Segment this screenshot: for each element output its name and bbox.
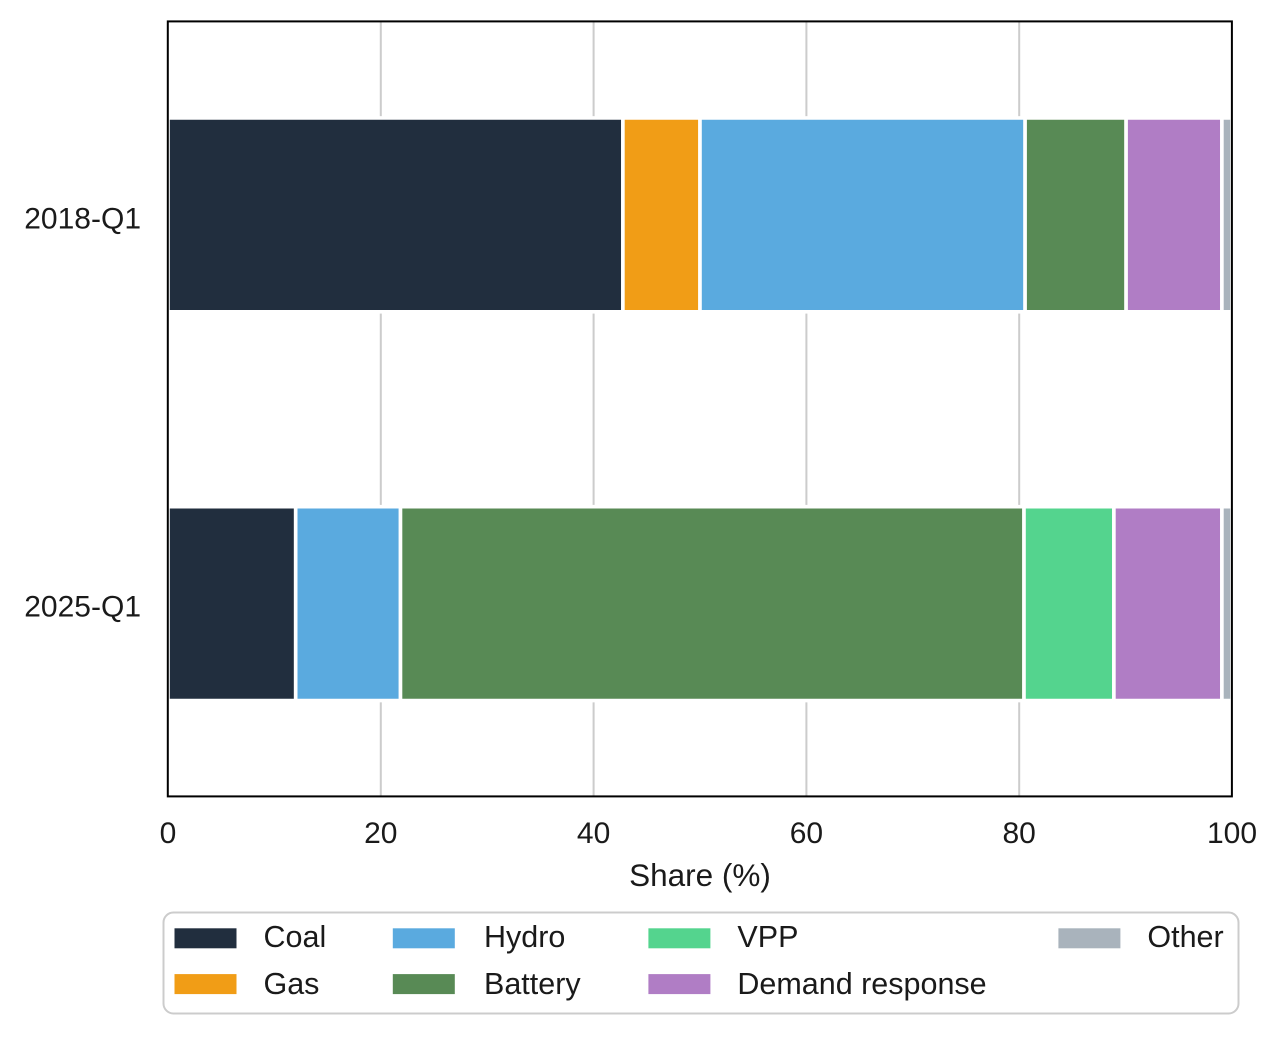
svg-text:Hydro: Hydro [484,920,565,954]
svg-text:80: 80 [1003,817,1036,850]
svg-text:60: 60 [790,817,823,850]
svg-text:VPP: VPP [737,920,798,954]
svg-text:Battery: Battery [484,967,581,1001]
svg-text:0: 0 [160,817,177,850]
svg-text:Other: Other [1147,920,1223,954]
svg-text:Share (%): Share (%) [629,857,771,893]
svg-text:100: 100 [1207,817,1257,850]
svg-text:2018-Q1: 2018-Q1 [24,202,141,235]
svg-text:20: 20 [364,817,397,850]
svg-text:40: 40 [577,817,610,850]
svg-text:Coal: Coal [264,920,327,954]
svg-text:Gas: Gas [264,967,320,1001]
svg-text:Demand response: Demand response [737,967,986,1001]
svg-text:2025-Q1: 2025-Q1 [24,591,141,624]
